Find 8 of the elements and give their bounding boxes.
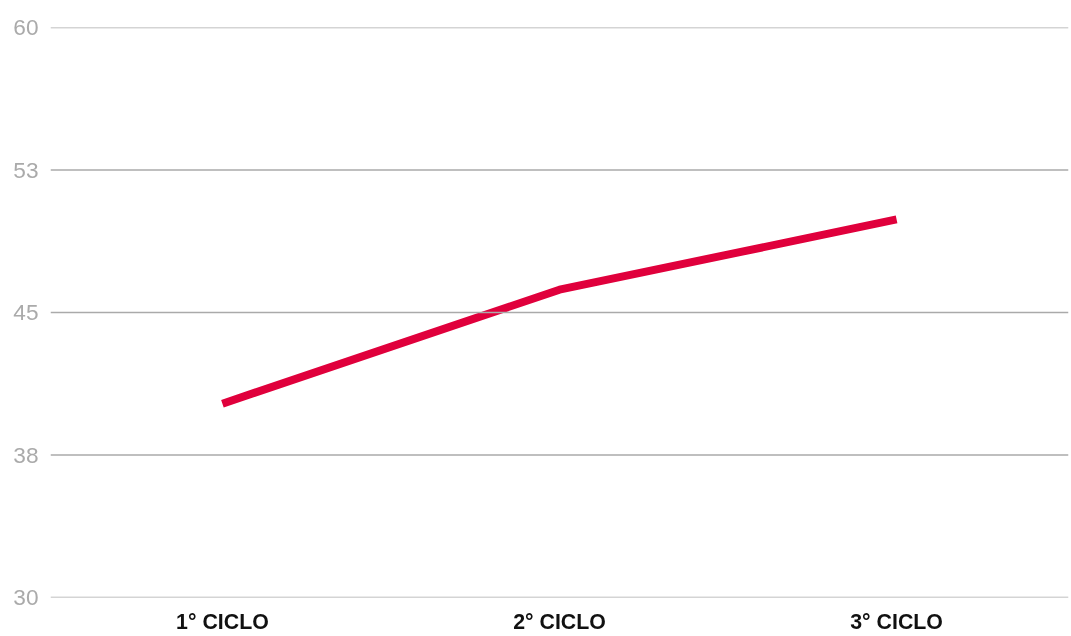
y-tick-label: 38	[13, 441, 39, 468]
x-tick-label: 3° CICLO	[850, 609, 943, 634]
y-tick-label: 53	[13, 156, 39, 183]
y-tick-label: 45	[13, 299, 39, 325]
y-tick-label: 60	[13, 14, 39, 40]
y-tick-label: 30	[13, 584, 39, 610]
x-tick-label: 2° CICLO	[513, 609, 606, 634]
x-tick-label: 1° CICLO	[176, 609, 269, 634]
